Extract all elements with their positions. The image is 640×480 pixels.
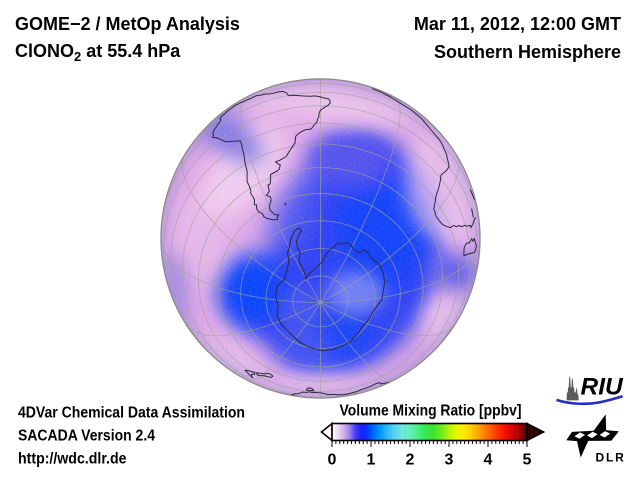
svg-text:2: 2 (406, 452, 415, 469)
svg-text:GOME−2 / MetOp Analysis: GOME−2 / MetOp Analysis (15, 14, 240, 34)
svg-text:ClONO2 at 55.4 hPa: ClONO2 at 55.4 hPa (15, 41, 181, 64)
svg-text:4DVar Chemical Data Assimilati: 4DVar Chemical Data Assimilation (18, 405, 245, 422)
svg-text:Southern Hemisphere: Southern Hemisphere (434, 42, 621, 62)
svg-text:DLR: DLR (596, 450, 626, 464)
svg-text:3: 3 (445, 452, 454, 469)
svg-text:SACADA Version 2.4: SACADA Version 2.4 (18, 428, 155, 445)
svg-text:5: 5 (523, 452, 532, 469)
svg-text:1: 1 (367, 452, 376, 469)
svg-text:0: 0 (328, 452, 337, 469)
svg-text:Volume Mixing Ratio [ppbv]: Volume Mixing Ratio [ppbv] (340, 403, 522, 420)
svg-text:4: 4 (484, 452, 493, 469)
svg-text:RIU: RIU (581, 374, 625, 401)
svg-text:Mar 11, 2012, 12:00 GMT: Mar 11, 2012, 12:00 GMT (414, 14, 621, 34)
svg-text:http://wdc.dlr.de: http://wdc.dlr.de (18, 451, 127, 468)
